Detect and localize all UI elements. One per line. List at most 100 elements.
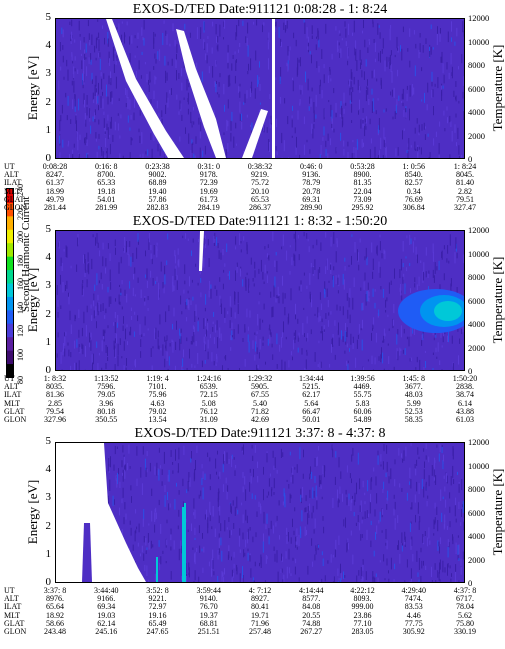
spectrogram-noise-stripe bbox=[407, 143, 409, 148]
spectrogram-noise-stripe bbox=[73, 80, 75, 93]
spectrogram-noise-stripe bbox=[77, 140, 79, 151]
spectrogram-noise-stripe bbox=[320, 331, 322, 334]
spectrogram-noise-stripe bbox=[136, 446, 138, 456]
spectrogram-noise-stripe bbox=[132, 253, 134, 262]
spectrogram-noise-stripe bbox=[78, 98, 80, 111]
spectrogram-noise-stripe bbox=[96, 321, 97, 329]
spectrogram-noise-stripe bbox=[331, 444, 333, 451]
spectrogram-noise-stripe bbox=[159, 562, 161, 571]
spectrogram-noise-stripe bbox=[139, 154, 141, 157]
spectrogram-noise-stripe bbox=[307, 239, 309, 242]
spectrogram-noise-stripe bbox=[340, 578, 342, 582]
spectrogram-noise-stripe bbox=[92, 92, 94, 101]
spectrogram-noise-stripe bbox=[387, 490, 389, 501]
spectrogram-noise-stripe bbox=[356, 575, 358, 582]
orbit-cell: 5.64 bbox=[304, 398, 319, 408]
spectrogram-noise-stripe bbox=[343, 92, 345, 104]
spectrogram-noise-stripe bbox=[129, 331, 131, 336]
spectrogram-noise-stripe bbox=[444, 567, 446, 573]
orbit-cell: 18.92 bbox=[46, 610, 64, 620]
spectrogram-noise-stripe bbox=[390, 280, 392, 285]
spectrogram-noise-stripe bbox=[224, 451, 225, 461]
spectrogram-noise-stripe bbox=[114, 312, 116, 319]
spectrogram-noise-stripe bbox=[203, 237, 205, 246]
orbit-cell: 0:08:28 bbox=[42, 162, 68, 171]
spectrogram-noise-stripe bbox=[372, 288, 374, 297]
spectrogram-noise-stripe bbox=[334, 476, 336, 485]
spectrogram-noise-stripe bbox=[319, 580, 321, 582]
orbit-cell: 58.66 bbox=[46, 618, 64, 628]
spectrogram-noise-stripe bbox=[278, 26, 280, 38]
spectrogram-noise-stripe bbox=[222, 249, 224, 256]
spectrogram-noise-stripe bbox=[109, 269, 111, 282]
spectrogram-noise-stripe bbox=[164, 274, 166, 285]
spectrogram-noise-stripe bbox=[333, 88, 335, 94]
spectrogram-noise-stripe bbox=[117, 343, 119, 356]
spectrogram-noise-stripe bbox=[307, 506, 309, 511]
spectrogram-noise-stripe bbox=[316, 456, 318, 466]
spectrogram-noise-stripe bbox=[86, 107, 88, 116]
spectrogram-noise-stripe bbox=[337, 290, 339, 294]
orbit-cell: 0.34 bbox=[406, 186, 421, 196]
spectrogram-noise-stripe bbox=[144, 62, 146, 65]
spectrogram-noise-stripe bbox=[268, 528, 270, 536]
spectrogram-noise-stripe bbox=[105, 258, 107, 267]
orbit-cell: 62.17 bbox=[302, 390, 321, 400]
orbit-row-label: GLON bbox=[4, 202, 27, 212]
spectrogram-noise-stripe bbox=[255, 341, 257, 352]
spectrogram-noise-stripe bbox=[403, 109, 405, 117]
spectrogram-noise-stripe bbox=[350, 69, 352, 79]
spectrogram-noise-stripe bbox=[428, 527, 430, 539]
spectrogram-noise-stripe bbox=[271, 343, 273, 348]
spectrogram-noise-stripe bbox=[107, 346, 108, 357]
spectrogram-noise-stripe bbox=[414, 464, 416, 469]
spectrogram-noise-stripe bbox=[174, 250, 176, 257]
spectrogram-noise-stripe bbox=[162, 344, 164, 356]
orbit-cell: 3:37: 8 bbox=[43, 586, 67, 595]
spectrogram-noise-stripe bbox=[245, 489, 247, 501]
spectrogram-noise-stripe bbox=[365, 571, 367, 580]
spectrogram-noise-stripe bbox=[434, 457, 436, 470]
spectrogram-noise-stripe bbox=[164, 265, 166, 276]
spectrogram-noise-stripe bbox=[76, 120, 77, 131]
spectrogram-noise-stripe bbox=[359, 505, 361, 512]
spectrogram-noise-stripe bbox=[153, 37, 155, 49]
spectrogram-noise-stripe bbox=[272, 450, 274, 458]
spectrogram-noise-stripe bbox=[106, 123, 108, 131]
spectrogram-noise-stripe bbox=[238, 19, 240, 27]
y-tick-label: 5 bbox=[45, 223, 52, 235]
spectrogram-noise-stripe bbox=[409, 580, 411, 582]
spectrogram-noise-stripe bbox=[303, 272, 305, 276]
spectrogram-noise-stripe bbox=[63, 249, 65, 252]
orbit-cell: 82.57 bbox=[404, 178, 423, 188]
spectrogram-noise-stripe bbox=[447, 564, 448, 576]
spectrogram-noise-stripe bbox=[130, 114, 132, 120]
orbit-table: UT 3:37: 8 3:44:40 3:52: 8 3:59:44 4: 7:12 4:1… bbox=[0, 586, 505, 636]
spectrogram-noise-stripe bbox=[435, 475, 437, 485]
spectrogram-noise-stripe bbox=[357, 79, 359, 91]
spectrogram-noise-stripe bbox=[227, 62, 229, 69]
spectrogram-noise-stripe bbox=[382, 488, 384, 493]
spectrogram-noise-stripe bbox=[377, 98, 379, 101]
spectrogram-noise-stripe bbox=[346, 543, 348, 553]
spectrogram-noise-stripe bbox=[242, 472, 244, 478]
spectrogram-noise-stripe bbox=[425, 361, 426, 368]
spectrogram-noise-stripe bbox=[404, 542, 406, 545]
spectrogram-noise-stripe bbox=[119, 301, 121, 305]
spectrogram-noise-stripe bbox=[293, 339, 295, 350]
spectrogram-noise-stripe bbox=[356, 339, 358, 349]
spectrogram-noise-stripe bbox=[208, 290, 210, 298]
spectrogram-noise-stripe bbox=[275, 25, 277, 28]
spectrogram-noise-stripe bbox=[154, 524, 156, 533]
spectrogram-noise-stripe bbox=[354, 47, 356, 56]
y2-tick-label: 6000 bbox=[468, 83, 485, 94]
spectrogram-noise-stripe bbox=[136, 45, 138, 48]
spectrogram-noise-stripe bbox=[397, 46, 399, 53]
spectrogram-noise-stripe bbox=[264, 580, 266, 582]
spectrogram-noise-stripe bbox=[409, 263, 411, 267]
orbit-cell: 8976. bbox=[46, 594, 64, 604]
spectrogram-noise-stripe bbox=[127, 247, 129, 255]
spectrogram-noise-stripe bbox=[325, 23, 327, 34]
spectrogram-noise-stripe bbox=[141, 132, 143, 139]
spectrogram-noise-stripe bbox=[424, 531, 426, 536]
